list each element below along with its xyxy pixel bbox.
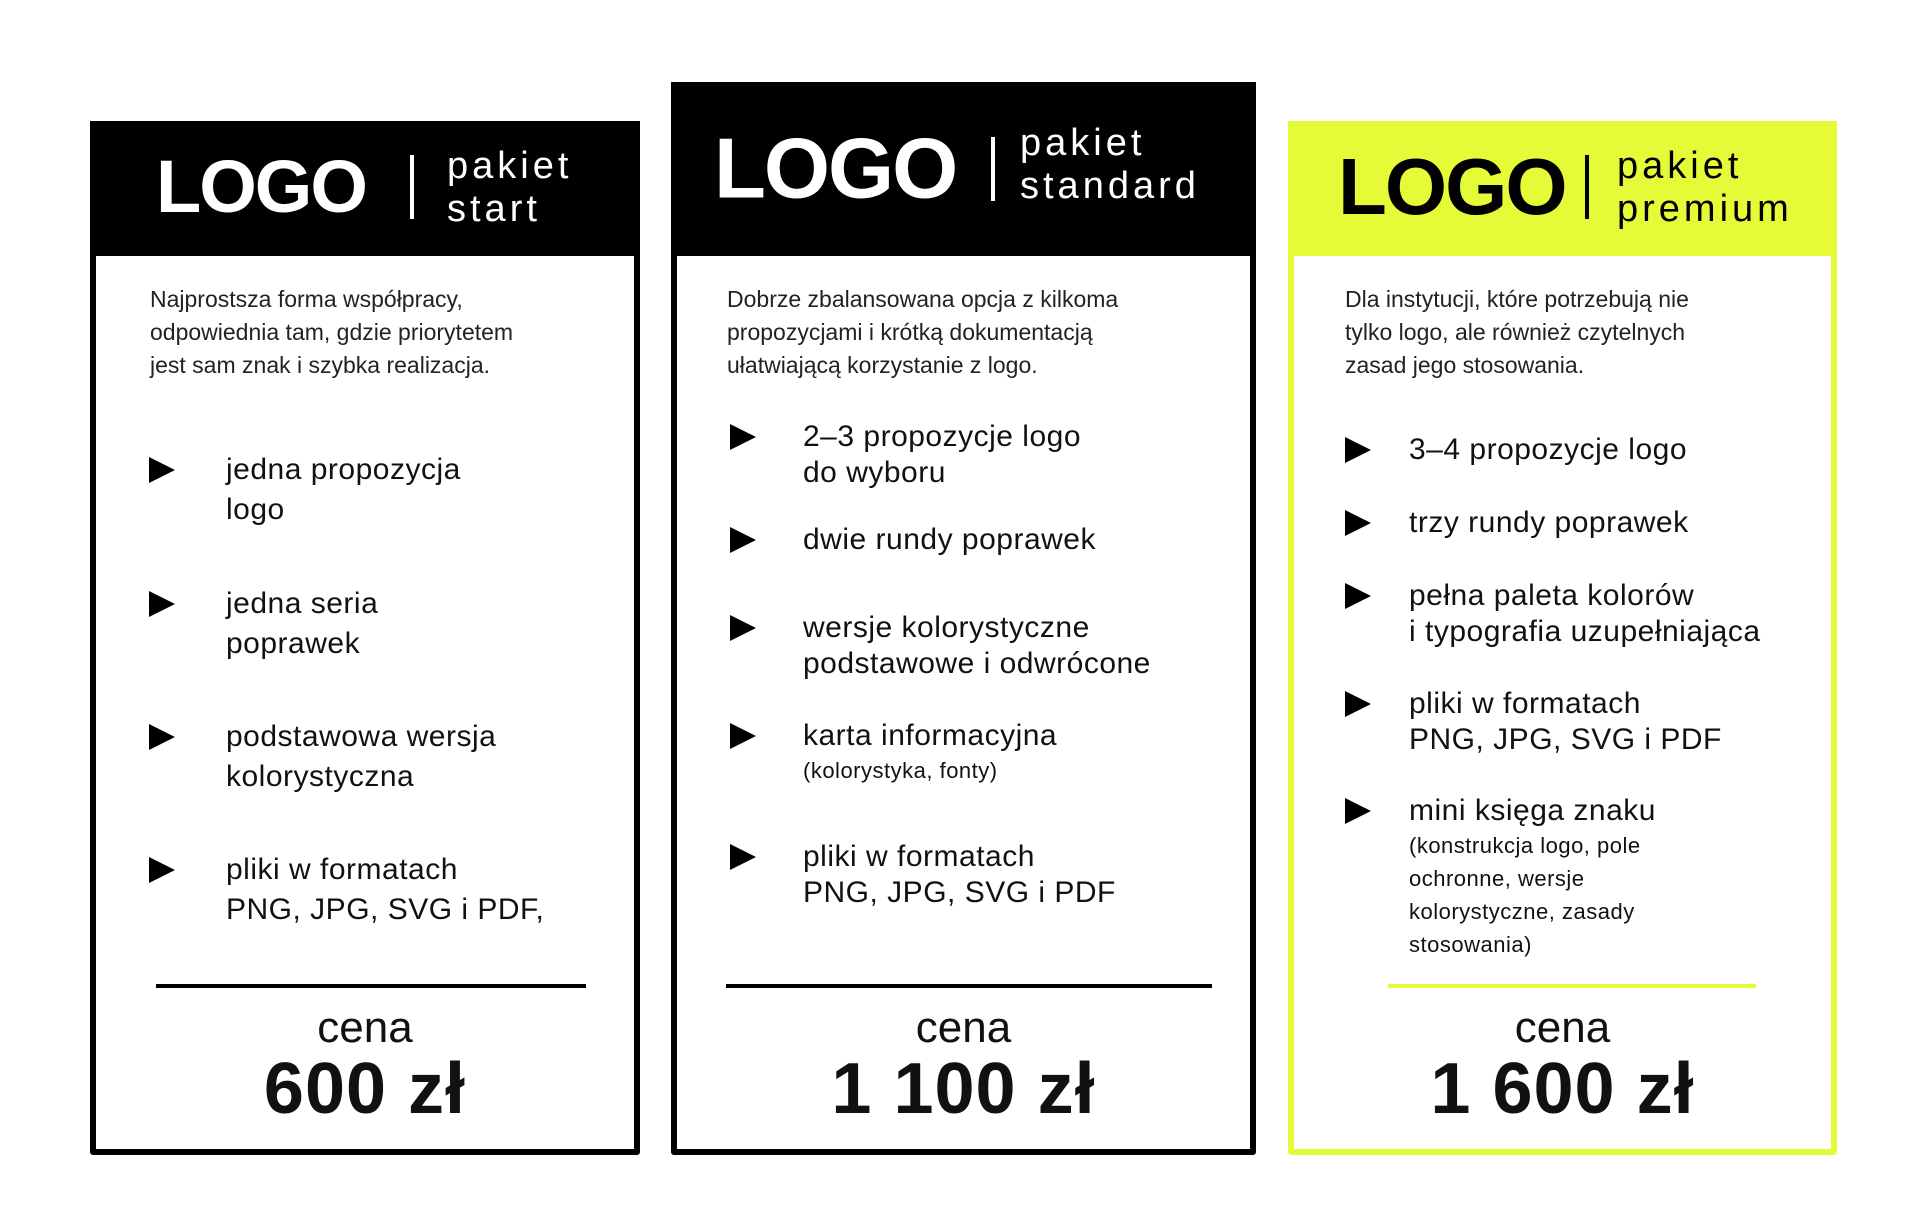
feature-text: pliki w formatach PNG, JPG, SVG i PDF [803, 839, 1116, 911]
description-line: Dla instytucji, które potrzebują nie [1345, 286, 1689, 312]
feature-note: (kolorystyka, fonty) [803, 758, 998, 783]
feature-line: PNG, JPG, SVG i PDF [803, 876, 1116, 909]
feature-line: wersje kolorystyczne [803, 611, 1090, 644]
triangle-bullet-icon [1345, 583, 1371, 609]
feature-line: do wyboru [803, 456, 946, 489]
package-header: LOGO pakiet premium [1288, 121, 1837, 256]
feature-text: jedna seria poprawek [226, 584, 378, 664]
header-divider [1585, 155, 1589, 219]
triangle-bullet-icon [149, 724, 175, 750]
feature-line: i typografia uzupełniająca [1409, 615, 1761, 648]
description-line: odpowiednia tam, gdzie priorytetem [150, 319, 514, 345]
header-divider [410, 155, 414, 219]
feature-text: podstawowa wersja kolorystyczna [226, 717, 496, 797]
feature-line: jedna propozycja [226, 453, 461, 486]
package-card-start: LOGO pakiet start Najprostsza forma współpr… [90, 121, 640, 1155]
feature-text: 2–3 propozycje logo do wyboru [803, 419, 1081, 491]
triangle-bullet-icon [730, 615, 756, 641]
price-divider [156, 984, 586, 988]
feature-line: 3–4 propozycje logo [1409, 433, 1688, 466]
triangle-bullet-icon [1345, 691, 1371, 717]
package-name: pakiet start [447, 145, 572, 231]
feature-line: logo [226, 493, 285, 526]
package-name-line1: pakiet [1617, 145, 1743, 187]
feature-line: pliki w formatach [226, 853, 458, 886]
feature-note: kolorystyczne, zasady [1409, 899, 1635, 924]
package-name-line2: premium [1617, 188, 1793, 230]
price-label: cena [1514, 1003, 1611, 1052]
package-name: pakiet standard [1020, 122, 1200, 208]
package-name-line1: pakiet [447, 145, 573, 187]
triangle-bullet-icon [1345, 510, 1371, 536]
triangle-bullet-icon [1345, 437, 1371, 463]
description-line: zasad jego stosowania. [1345, 352, 1585, 378]
price-label: cena [915, 1003, 1012, 1052]
feature-line: kolorystyczna [226, 760, 415, 793]
feature-note: (konstrukcja logo, pole [1409, 833, 1641, 858]
feature-text: pełna paleta kolorów i typografia uzupełn… [1409, 578, 1761, 650]
feature-line: podstawowa wersja [226, 720, 497, 753]
feature-text: 3–4 propozycje logo [1409, 432, 1687, 468]
feature-text: pliki w formatach PNG, JPG, SVG i PDF [1409, 686, 1722, 758]
package-name: pakiet premium [1617, 145, 1793, 231]
feature-line: podstawowe i odwrócone [803, 647, 1151, 680]
logo-wordmark: LOGO [714, 121, 958, 217]
price-divider [726, 984, 1212, 988]
triangle-bullet-icon [149, 457, 175, 483]
description-line: tylko logo, ale również czytelnych [1345, 319, 1686, 345]
feature-line: PNG, JPG, SVG i PDF [1409, 723, 1722, 756]
package-card-standard: LOGO pakiet standard Dobrze zbalansowana op… [671, 82, 1256, 1155]
feature-text: trzy rundy poprawek [1409, 505, 1689, 541]
package-card-premium: LOGO pakiet premium Dla instytucji, które p… [1288, 121, 1837, 1155]
price-divider [1388, 984, 1756, 988]
triangle-bullet-icon [730, 424, 756, 450]
package-name-line1: pakiet [1020, 122, 1146, 164]
feature-note: ochronne, wersje [1409, 866, 1585, 891]
price-value: 1 600 zł [1430, 1049, 1695, 1129]
triangle-bullet-icon [730, 844, 756, 870]
price-label: cena [317, 1003, 413, 1052]
feature-text: jedna propozycja logo [226, 450, 461, 530]
price-value: 1 100 zł [831, 1049, 1096, 1129]
feature-line: poprawek [226, 627, 361, 660]
logo-wordmark: LOGO [1338, 142, 1568, 231]
feature-line: pliki w formatach [1409, 687, 1641, 720]
triangle-bullet-icon [149, 857, 175, 883]
feature-line: trzy rundy poprawek [1409, 506, 1689, 539]
description-line: ułatwiającą korzystanie z logo. [727, 352, 1038, 378]
feature-line: mini księga znaku [1409, 794, 1656, 827]
feature-line: pliki w formatach [803, 840, 1035, 873]
logo-wordmark: LOGO [156, 145, 368, 228]
feature-line: karta informacyjna [803, 719, 1058, 752]
feature-text: mini księga znaku (konstrukcja logo, pole… [1409, 793, 1656, 961]
triangle-bullet-icon [149, 591, 175, 617]
package-description: Dobrze zbalansowana opcja z kilkoma propo… [727, 283, 1118, 382]
feature-line: PNG, JPG, SVG i PDF, [226, 893, 545, 926]
feature-line: dwie rundy poprawek [803, 523, 1096, 556]
feature-text: pliki w formatach PNG, JPG, SVG i PDF, [226, 850, 544, 930]
description-line: jest sam znak i szybka realizacja. [150, 352, 491, 378]
package-header: LOGO pakiet start [90, 121, 640, 256]
header-divider [991, 137, 995, 201]
description-line: propozycjami i krótką dokumentacją [727, 319, 1093, 345]
price-value: 600 zł [263, 1049, 467, 1129]
feature-text: dwie rundy poprawek [803, 522, 1096, 558]
triangle-bullet-icon [730, 723, 756, 749]
package-header: LOGO pakiet standard [671, 82, 1256, 256]
feature-text: wersje kolorystyczne podstawowe i odwróco… [803, 610, 1151, 682]
feature-text: karta informacyjna (kolorystyka, fonty) [803, 718, 1057, 787]
description-line: Dobrze zbalansowana opcja z kilkoma [727, 286, 1119, 312]
feature-line: 2–3 propozycje logo [803, 420, 1082, 453]
feature-line: jedna seria [226, 587, 379, 620]
triangle-bullet-icon [1345, 798, 1371, 824]
package-name-line2: start [447, 188, 541, 230]
feature-line: pełna paleta kolorów [1409, 579, 1695, 612]
feature-note: stosowania) [1409, 932, 1532, 957]
package-name-line2: standard [1020, 165, 1200, 207]
description-line: Najprostsza forma współpracy, [150, 286, 463, 312]
package-description: Najprostsza forma współpracy, odpowiednia… [150, 283, 513, 382]
package-description: Dla instytucji, które potrzebują nie tylk… [1345, 283, 1689, 382]
triangle-bullet-icon [730, 527, 756, 553]
